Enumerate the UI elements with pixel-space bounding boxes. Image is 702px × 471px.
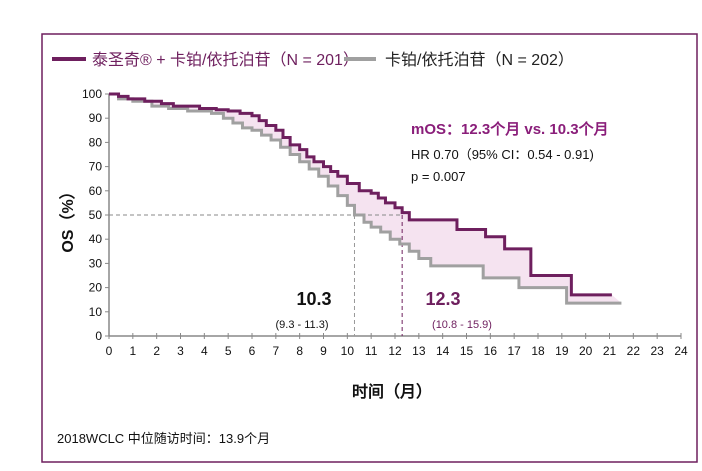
median-control-label: 10.3 xyxy=(296,289,331,309)
y-tick-label: 50 xyxy=(89,208,103,222)
x-tick-label: 16 xyxy=(484,344,498,358)
x-tick-label: 22 xyxy=(627,344,641,358)
y-tick-label: 60 xyxy=(89,184,103,198)
x-axis-label: 时间（月） xyxy=(352,382,432,401)
y-tick-label: 100 xyxy=(82,87,102,101)
x-tick-label: 23 xyxy=(650,344,664,358)
x-tick-label: 21 xyxy=(603,344,617,358)
median-control-ci: (9.3 - 11.3) xyxy=(276,319,329,331)
x-tick-label: 5 xyxy=(225,344,232,358)
x-tick-label: 4 xyxy=(201,344,208,358)
legend: 泰圣奇® + 卡铂/依托泊苷（N = 201） 卡铂/依托泊苷（N = 202） xyxy=(52,51,574,69)
footnote: 2018WCLC 中位随访时间：13.9个月 xyxy=(57,431,270,446)
y-axis-label: OS（%） xyxy=(59,183,77,252)
x-tick-label: 9 xyxy=(320,344,327,358)
x-tick-label: 0 xyxy=(106,344,113,358)
y-tick-label: 30 xyxy=(89,256,103,270)
legend-label-treatment: 泰圣奇® + 卡铂/依托泊苷（N = 201） xyxy=(92,51,359,69)
control-curve xyxy=(109,92,622,305)
x-tick-label: 24 xyxy=(674,344,688,358)
x-tick-label: 8 xyxy=(296,344,303,358)
x-tick-label: 3 xyxy=(177,344,184,358)
x-tick-label: 7 xyxy=(272,344,279,358)
x-tick-label: 17 xyxy=(507,344,521,358)
y-tick-label: 80 xyxy=(89,135,103,149)
x-tick-label: 1 xyxy=(129,344,136,358)
y-tick-label: 0 xyxy=(95,329,102,343)
x-tick-label: 6 xyxy=(249,344,256,358)
legend-label-control: 卡铂/依托泊苷（N = 202） xyxy=(385,51,574,69)
x-tick-label: 20 xyxy=(579,344,593,358)
x-tick-label: 12 xyxy=(388,344,402,358)
x-tick-label: 14 xyxy=(436,344,450,358)
median-treatment-label: 12.3 xyxy=(425,289,460,309)
hr-annotation: HR 0.70（95% CI：0.54 - 0.91) xyxy=(411,147,594,162)
x-tick-label: 13 xyxy=(412,344,426,358)
x-tick-label: 11 xyxy=(365,344,378,358)
chart-frame xyxy=(41,33,698,463)
y-tick-label: 40 xyxy=(89,232,103,246)
x-tick-label: 10 xyxy=(341,344,355,358)
x-tick-label: 18 xyxy=(531,344,545,358)
difference-fill-area xyxy=(109,94,622,304)
y-tick-label: 20 xyxy=(89,281,103,295)
y-tick-label: 90 xyxy=(89,111,103,125)
x-tick-label: 19 xyxy=(555,344,569,358)
x-tick-label: 15 xyxy=(460,344,474,358)
median-treatment-ci: (10.8 - 15.9) xyxy=(432,319,492,331)
mos-annotation: mOS：12.3个月 vs. 10.3个月 xyxy=(411,120,609,138)
p-value-annotation: p = 0.007 xyxy=(411,169,466,184)
treatment-curve xyxy=(109,92,612,297)
y-tick-label: 10 xyxy=(89,305,103,319)
y-tick-label: 70 xyxy=(89,160,103,174)
x-tick-label: 2 xyxy=(153,344,160,358)
